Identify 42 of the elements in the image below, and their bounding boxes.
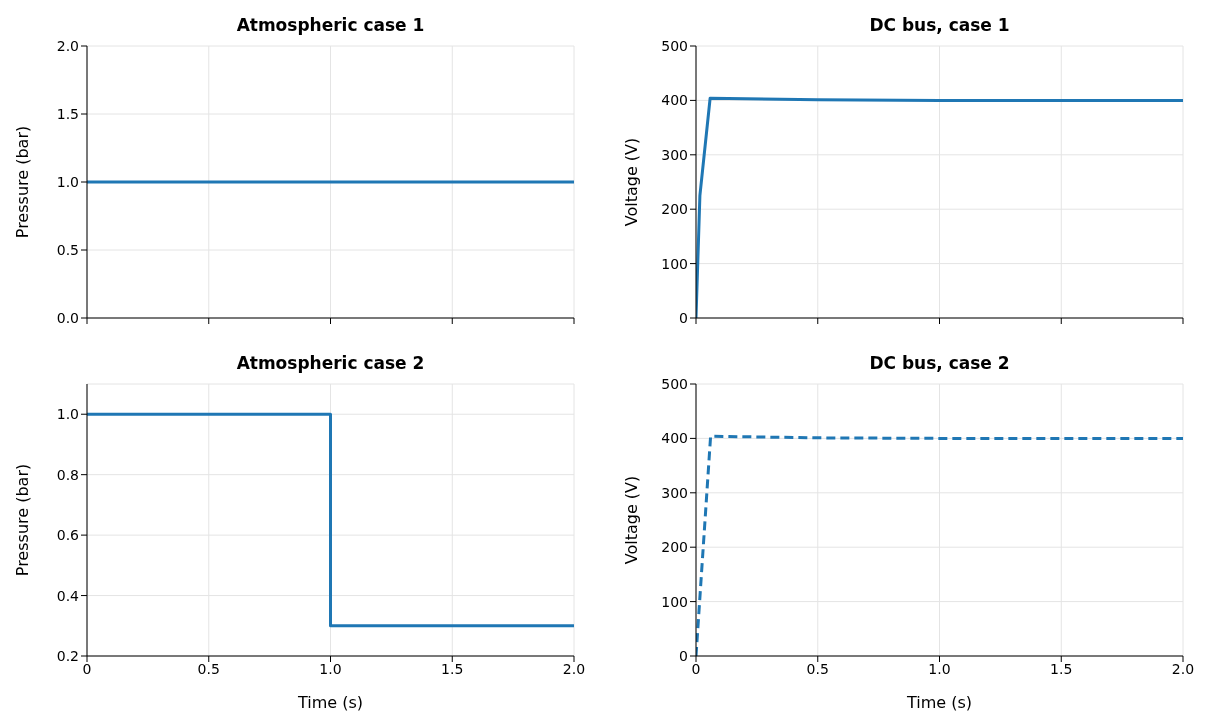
y-axis-title: Voltage (V) — [621, 475, 641, 565]
x-axis-title: Time (s) — [905, 693, 973, 712]
y-tick-label: 200 — [661, 539, 688, 556]
y-tick-label: 0 — [679, 309, 688, 326]
y-axis-title: Voltage (V) — [621, 137, 641, 227]
y-tick-label: 0.6 — [56, 527, 80, 544]
y-tick-label: 500 — [661, 37, 688, 54]
y-tick-label: 0.8 — [56, 466, 79, 483]
x-axis-title: Time (s) — [296, 693, 364, 712]
y-axis-title: Pressure (bar) — [12, 125, 32, 239]
y-tick-label: 300 — [661, 146, 688, 163]
x-tick-label: 1.5 — [1050, 660, 1073, 677]
y-tick-label: 1.0 — [56, 173, 79, 190]
y-tick-label: 300 — [661, 484, 688, 501]
y-tick-label: 1.0 — [56, 406, 79, 423]
y-tick-label: 500 — [661, 375, 688, 392]
x-tick-label: 1.0 — [319, 660, 342, 677]
y-tick-label: 0.0 — [56, 309, 79, 326]
y-tick-label: 0 — [679, 647, 688, 664]
chart-title: Atmospheric case 2 — [235, 352, 426, 375]
y-tick-label: 200 — [661, 201, 688, 218]
y-axis-title: Pressure (bar) — [12, 463, 32, 577]
x-tick-label: 0 — [691, 660, 701, 677]
chart-title: DC bus, case 1 — [868, 14, 1011, 37]
x-tick-label: 2.0 — [1171, 660, 1195, 677]
x-tick-label: 0 — [82, 660, 92, 677]
x-tick-label: 2.0 — [562, 660, 586, 677]
x-tick-label: 0.5 — [197, 660, 220, 677]
x-tick-label: 1.0 — [928, 660, 951, 677]
y-tick-label: 100 — [661, 255, 688, 272]
y-tick-label: 1.5 — [56, 105, 79, 122]
y-tick-label: 100 — [661, 593, 688, 610]
x-tick-label: 0.5 — [806, 660, 829, 677]
chart-title: DC bus, case 2 — [868, 352, 1011, 375]
y-tick-label: 0.2 — [56, 647, 79, 664]
x-tick-label: 1.5 — [441, 660, 464, 677]
y-tick-label: 400 — [661, 92, 688, 109]
y-tick-label: 0.5 — [56, 241, 79, 258]
y-tick-label: 400 — [661, 430, 688, 447]
chart-title: Atmospheric case 1 — [235, 14, 426, 37]
y-tick-label: 2.0 — [56, 37, 79, 54]
y-tick-label: 0.4 — [56, 587, 80, 604]
